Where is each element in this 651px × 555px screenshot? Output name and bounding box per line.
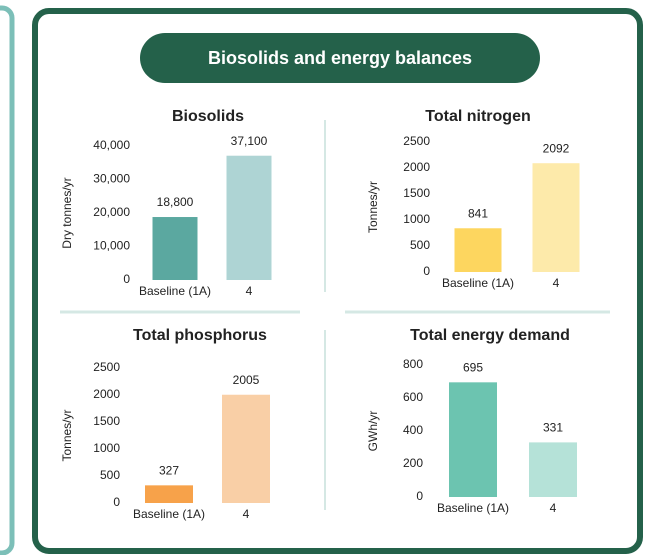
y-axis-label: Tonnes/yr <box>366 181 380 233</box>
value-label: 37,100 <box>231 134 268 148</box>
page-title: Biosolids and energy balances <box>208 48 472 68</box>
y-tick-label: 1500 <box>93 414 120 428</box>
y-tick-label: 40,000 <box>93 138 130 152</box>
bar <box>454 228 502 272</box>
side-panel <box>0 5 15 555</box>
value-label: 331 <box>543 421 563 435</box>
x-tick-label: Baseline (1A) <box>437 501 509 515</box>
value-label: 327 <box>159 464 179 478</box>
value-label: 2005 <box>233 373 260 387</box>
bar <box>152 217 198 280</box>
y-tick-label: 500 <box>100 468 120 482</box>
chart-title: Total nitrogen <box>425 108 530 125</box>
y-tick-label: 400 <box>403 423 423 437</box>
bar <box>532 163 580 272</box>
y-tick-label: 10,000 <box>93 239 130 253</box>
y-tick-label: 500 <box>410 238 430 252</box>
y-tick-label: 200 <box>403 456 423 470</box>
bar <box>145 485 193 503</box>
y-tick-label: 800 <box>403 357 423 371</box>
y-tick-label: 2500 <box>93 360 120 374</box>
y-tick-label: 0 <box>123 272 130 286</box>
y-tick-label: 0 <box>423 264 430 278</box>
y-tick-label: 1000 <box>403 212 430 226</box>
x-tick-label: Baseline (1A) <box>133 507 205 521</box>
chart-title: Biosolids <box>172 108 244 125</box>
x-tick-label: Baseline (1A) <box>442 276 514 290</box>
value-label: 841 <box>468 206 488 220</box>
y-tick-label: 2500 <box>403 134 430 148</box>
x-tick-label: Baseline (1A) <box>139 284 211 298</box>
bar <box>222 394 270 503</box>
y-axis-label: GWh/yr <box>366 411 380 452</box>
x-tick-label: 4 <box>243 507 250 521</box>
y-tick-label: 30,000 <box>93 172 130 186</box>
bar <box>226 155 272 280</box>
chart-title: Total energy demand <box>410 327 570 344</box>
y-tick-label: 0 <box>416 489 423 503</box>
y-tick-label: 1500 <box>403 186 430 200</box>
y-axis-label: Tonnes/yr <box>60 409 74 461</box>
bar <box>449 382 497 497</box>
bar <box>529 442 577 497</box>
y-tick-label: 600 <box>403 390 423 404</box>
y-tick-label: 20,000 <box>93 205 130 219</box>
title-pill <box>140 33 540 83</box>
y-tick-label: 2000 <box>403 160 430 174</box>
y-tick-label: 2000 <box>93 387 120 401</box>
value-label: 695 <box>463 360 483 374</box>
value-label: 2092 <box>543 141 570 155</box>
x-tick-label: 4 <box>553 276 560 290</box>
y-axis-label: Dry tonnes/yr <box>60 177 74 248</box>
y-tick-label: 1000 <box>93 441 120 455</box>
x-tick-label: 4 <box>246 284 253 298</box>
value-label: 18,800 <box>157 195 194 209</box>
chart-title: Total phosphorus <box>133 327 267 344</box>
y-tick-label: 0 <box>113 495 120 509</box>
x-tick-label: 4 <box>550 501 557 515</box>
